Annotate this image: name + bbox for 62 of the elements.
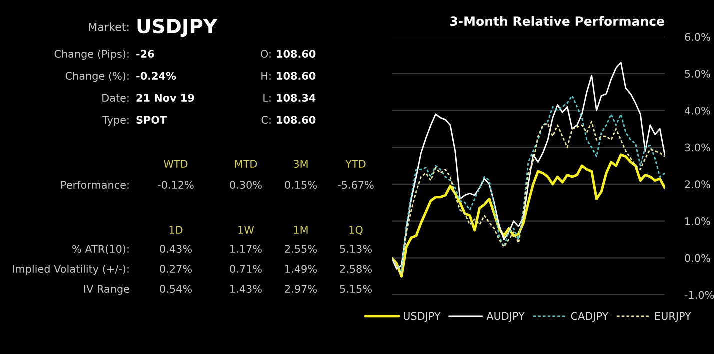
text: % ATR(10): (72, 244, 129, 254)
text: L: (264, 94, 271, 102)
text: Type: (102, 116, 129, 126)
text: Market: (89, 22, 129, 32)
legend-label: USDJPY (404, 312, 441, 322)
text: 108.60 (277, 116, 316, 124)
text: H: (262, 72, 271, 80)
text: 0.54% (160, 285, 192, 294)
legend-label: AUDJPY (486, 312, 525, 322)
text: YTD (346, 160, 366, 168)
text: IV Range (84, 285, 130, 296)
y-tick-label: 3.0% (685, 144, 710, 152)
text: USDJPY (138, 18, 218, 38)
text: 0.30% (230, 181, 262, 190)
text: Implied Volatility (+/-): (13, 264, 129, 276)
text: 5.15% (340, 285, 372, 294)
text: 21 Nov 19 (136, 94, 194, 102)
text: O: (261, 50, 271, 58)
text: 2.58% (340, 265, 372, 274)
line-series (392, 121, 665, 276)
text: 0.27% (160, 265, 192, 274)
text: 1.49% (286, 265, 317, 274)
text: Change (Pips): (54, 50, 129, 60)
text: 2.55% (285, 245, 317, 254)
line-series (392, 62, 665, 270)
y-tick-label: 1.0% (686, 218, 710, 226)
chart-title: 3-Month Relative Performance (450, 16, 664, 26)
y-tick-label: 6.0% (685, 33, 710, 42)
y-tick-label: 4.0% (684, 106, 710, 115)
text: Change (%): (66, 72, 129, 82)
text: MTD (235, 160, 258, 168)
text: 0.71% (230, 265, 262, 274)
text: 0.43% (160, 245, 192, 254)
text: 108.34 (277, 94, 316, 102)
text: 108.60 (277, 50, 316, 58)
text: -5.67% (338, 181, 374, 190)
text: 108.60 (277, 72, 316, 80)
y-tick-label: 5.0% (685, 70, 710, 78)
text: 1M (294, 226, 308, 234)
text: 3M (294, 160, 308, 168)
text: 2.97% (285, 285, 317, 294)
text: Performance: (62, 180, 129, 190)
text: C: (262, 116, 271, 124)
y-tick-label: -1.0% (684, 291, 714, 300)
text: Date: (102, 94, 129, 102)
text: 1.43% (230, 285, 262, 294)
text: SPOT (136, 116, 168, 124)
legend-label: EURJPY (656, 312, 692, 322)
text: -0.12% (158, 181, 194, 190)
text: 0.15% (285, 181, 317, 190)
y-tick-label: 0.0% (685, 254, 710, 262)
text: 1Q (350, 226, 363, 236)
legend-label: CADJPY (571, 312, 609, 322)
text: -26 (136, 50, 154, 58)
line-series (392, 154, 665, 278)
y-tick-label: 2.0% (685, 180, 710, 189)
text: 1D (170, 226, 183, 234)
text: -0.24% (136, 72, 176, 80)
text: 1.17% (230, 245, 262, 254)
text: 1W (238, 226, 254, 234)
text: WTD (164, 160, 188, 168)
text: 5.13% (340, 245, 372, 254)
